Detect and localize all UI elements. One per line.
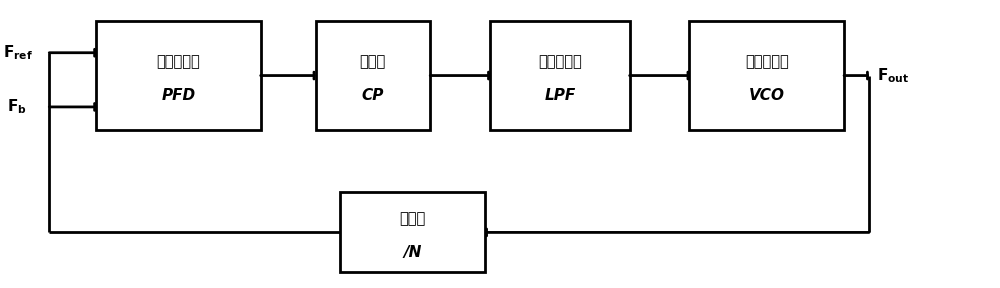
Text: 低通滤波器: 低通滤波器 (538, 54, 582, 69)
Text: CP: CP (362, 88, 384, 103)
Text: 压控振荡器: 压控振荡器 (745, 54, 789, 69)
FancyBboxPatch shape (689, 21, 844, 130)
Text: 分频器: 分频器 (400, 211, 426, 226)
Text: 电荷泵: 电荷泵 (360, 54, 386, 69)
FancyBboxPatch shape (96, 21, 261, 130)
Text: LPF: LPF (544, 88, 575, 103)
Text: 鉴频鉴相器: 鉴频鉴相器 (157, 54, 200, 69)
Text: $\mathbf{F_b}$: $\mathbf{F_b}$ (7, 98, 27, 116)
FancyBboxPatch shape (316, 21, 430, 130)
Text: PFD: PFD (161, 88, 195, 103)
Text: $\mathbf{F_{ref}}$: $\mathbf{F_{ref}}$ (3, 43, 33, 62)
Text: $\mathbf{F_{out}}$: $\mathbf{F_{out}}$ (877, 66, 909, 85)
Text: /N: /N (404, 245, 422, 260)
FancyBboxPatch shape (340, 192, 485, 272)
FancyBboxPatch shape (490, 21, 630, 130)
Text: VCO: VCO (749, 88, 785, 103)
